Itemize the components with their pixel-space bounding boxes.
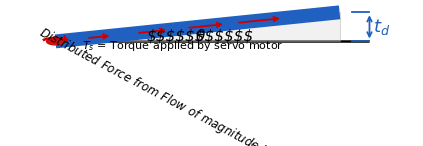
Text: $\theta$: $\theta$ [195, 28, 206, 44]
Text: Distributed Force from Flow of magnitude $F_0$: Distributed Force from Flow of magnitude… [36, 24, 276, 146]
Text: $$$$$$$$$$$: $$$$$$$$$$$ [146, 29, 254, 44]
Text: $t_d$: $t_d$ [373, 17, 390, 37]
Circle shape [47, 38, 64, 45]
Text: $T_s$ = Torque applied by servo motor: $T_s$ = Torque applied by servo motor [82, 39, 284, 53]
Polygon shape [55, 12, 340, 41]
